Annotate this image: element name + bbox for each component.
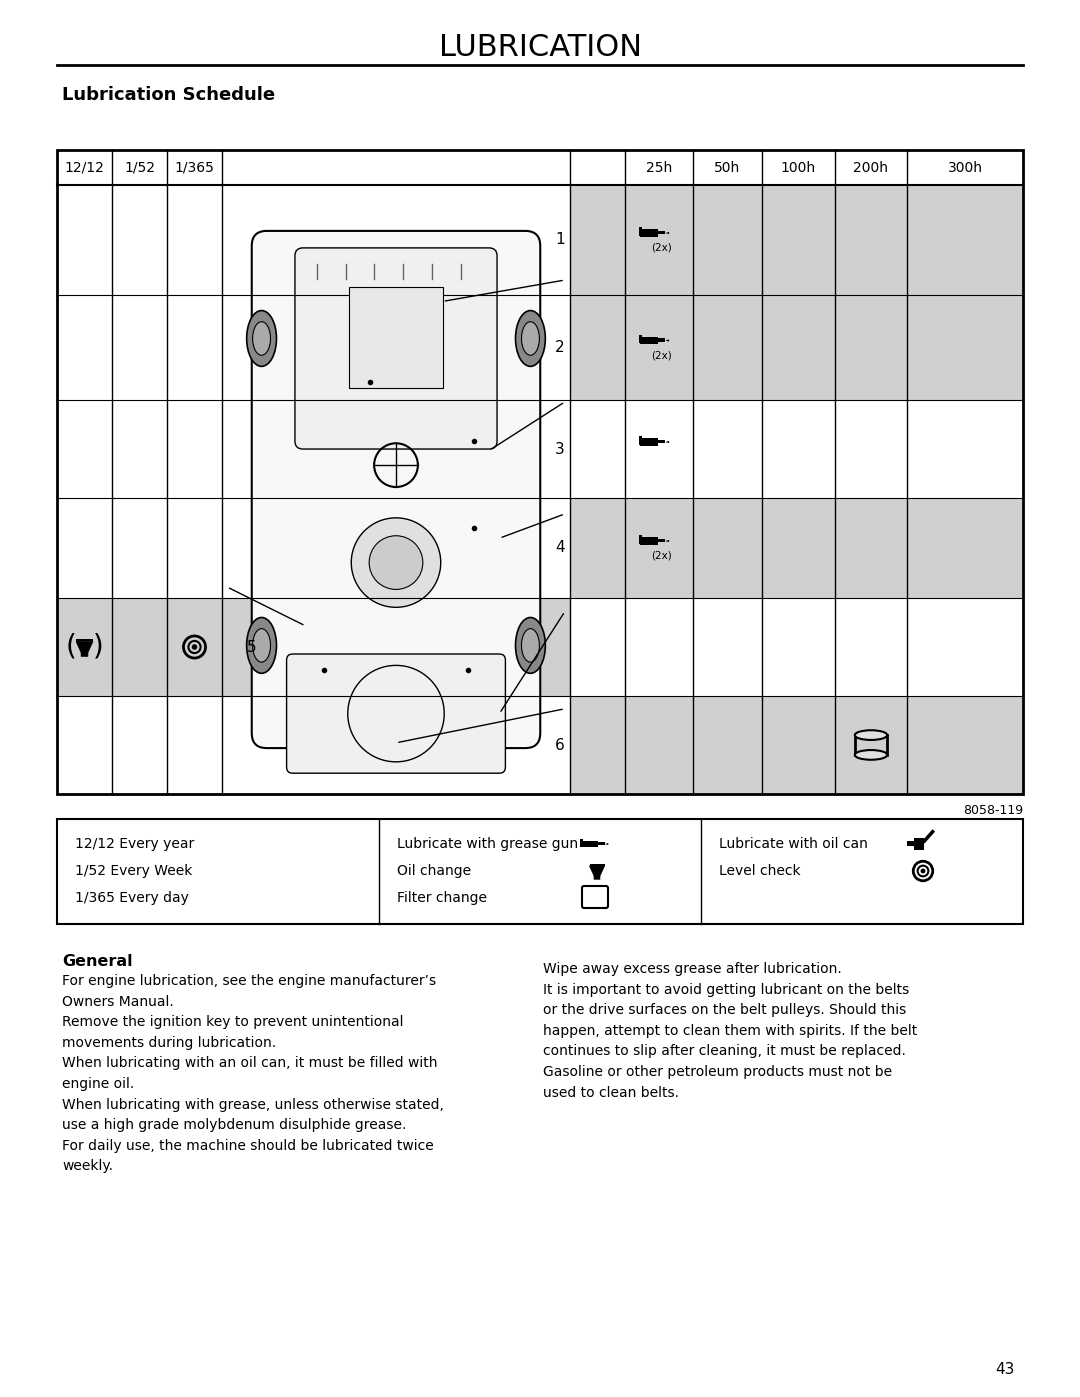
Polygon shape xyxy=(665,539,670,542)
Ellipse shape xyxy=(253,629,270,662)
Text: 1/52: 1/52 xyxy=(124,161,156,175)
Text: 2: 2 xyxy=(555,339,565,355)
Ellipse shape xyxy=(253,321,270,355)
Polygon shape xyxy=(590,863,605,866)
Text: Lubrication Schedule: Lubrication Schedule xyxy=(62,87,275,103)
Text: 3: 3 xyxy=(555,441,565,457)
Bar xyxy=(597,842,605,845)
Bar xyxy=(658,539,665,542)
Bar xyxy=(639,335,642,344)
Text: (2x): (2x) xyxy=(651,351,673,360)
Bar xyxy=(57,819,1023,923)
Ellipse shape xyxy=(522,321,539,355)
Text: 43: 43 xyxy=(996,1362,1015,1377)
Text: (: ( xyxy=(65,633,76,661)
Text: 5: 5 xyxy=(247,640,257,655)
Text: 25h: 25h xyxy=(646,161,672,175)
Text: Lubricate with oil can: Lubricate with oil can xyxy=(719,837,868,851)
Bar xyxy=(581,841,597,848)
Text: 12/12 Every year: 12/12 Every year xyxy=(75,837,194,851)
Bar xyxy=(854,735,887,754)
Text: For engine lubrication, see the engine manufacturer’s
Owners Manual.
Remove the : For engine lubrication, see the engine m… xyxy=(62,974,444,1173)
Bar xyxy=(57,149,1023,793)
Bar xyxy=(570,184,1023,295)
Text: (2x): (2x) xyxy=(651,550,673,562)
Bar xyxy=(350,286,443,388)
Bar xyxy=(640,439,658,446)
Text: 1: 1 xyxy=(555,232,565,247)
Text: 1/365 Every day: 1/365 Every day xyxy=(75,891,189,905)
Text: 12/12: 12/12 xyxy=(65,161,105,175)
Text: 100h: 100h xyxy=(781,161,816,175)
Bar xyxy=(570,295,1023,400)
Text: LUBRICATION: LUBRICATION xyxy=(438,34,642,63)
Polygon shape xyxy=(590,866,605,879)
Ellipse shape xyxy=(246,617,276,673)
Text: 200h: 200h xyxy=(853,161,889,175)
Bar xyxy=(658,338,665,342)
Text: (2x): (2x) xyxy=(651,243,673,253)
Text: 300h: 300h xyxy=(947,161,983,175)
Bar xyxy=(640,229,658,236)
Polygon shape xyxy=(665,339,670,342)
Polygon shape xyxy=(665,232,670,235)
FancyBboxPatch shape xyxy=(286,654,505,773)
Bar xyxy=(639,535,642,543)
FancyBboxPatch shape xyxy=(582,886,608,908)
Bar xyxy=(639,436,642,444)
FancyBboxPatch shape xyxy=(252,231,540,749)
Text: Level check: Level check xyxy=(719,863,800,877)
Circle shape xyxy=(920,869,926,873)
Ellipse shape xyxy=(515,310,545,366)
Polygon shape xyxy=(665,441,670,443)
Bar xyxy=(570,696,1023,793)
Text: 1/52 Every Week: 1/52 Every Week xyxy=(75,863,192,877)
Circle shape xyxy=(192,644,198,650)
Polygon shape xyxy=(605,842,608,845)
Text: 4: 4 xyxy=(555,541,565,556)
Bar xyxy=(570,497,1023,598)
Bar xyxy=(639,228,642,236)
Text: 1/365: 1/365 xyxy=(175,161,215,175)
Ellipse shape xyxy=(515,617,545,673)
Text: Lubricate with grease gun: Lubricate with grease gun xyxy=(397,837,578,851)
Circle shape xyxy=(351,518,441,608)
Bar xyxy=(640,538,658,545)
Ellipse shape xyxy=(522,629,539,662)
Ellipse shape xyxy=(246,310,276,366)
Text: Filter change: Filter change xyxy=(397,891,487,905)
Text: Wipe away excess grease after lubrication.
It is important to avoid getting lubr: Wipe away excess grease after lubricatio… xyxy=(543,963,917,1099)
Bar xyxy=(57,598,570,696)
Ellipse shape xyxy=(854,731,887,740)
Text: 6: 6 xyxy=(555,738,565,753)
Text: Oil change: Oil change xyxy=(397,863,471,877)
Text: General: General xyxy=(62,954,133,970)
Ellipse shape xyxy=(854,750,887,760)
Bar xyxy=(907,841,914,847)
Bar xyxy=(914,838,924,851)
FancyBboxPatch shape xyxy=(295,247,497,448)
Circle shape xyxy=(369,535,423,590)
Bar xyxy=(658,440,665,443)
Polygon shape xyxy=(76,638,93,641)
Bar xyxy=(658,231,665,235)
Text: ): ) xyxy=(93,633,104,661)
Bar xyxy=(580,838,582,847)
Bar xyxy=(640,337,658,344)
Polygon shape xyxy=(76,641,93,657)
Text: 50h: 50h xyxy=(714,161,741,175)
Text: 8058-119: 8058-119 xyxy=(963,803,1023,816)
